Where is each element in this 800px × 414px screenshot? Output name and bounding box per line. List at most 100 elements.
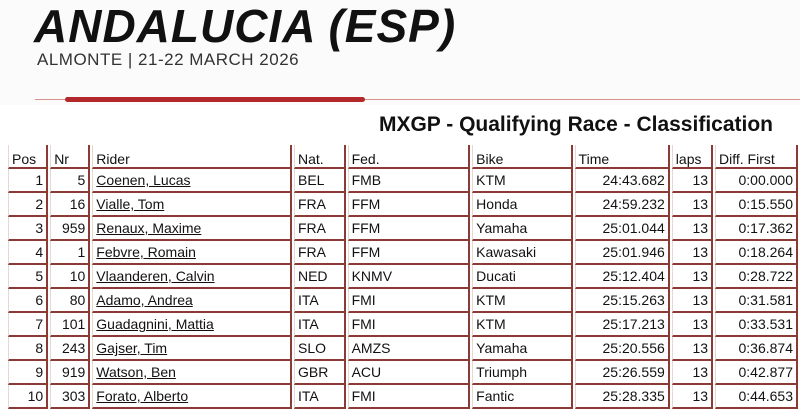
table-row: 8 243 Gajser, Tim SLO AMZS Yamaha 25:20.556 13 0… [8,337,798,361]
rider-link[interactable]: Gajser, Tim [96,340,168,356]
cell-diff-first: 0:18.264 [715,241,798,265]
cell-diff-first: 0:44.653 [715,385,798,409]
rider-link[interactable]: Watson, Ben [96,364,176,380]
cell-nr: 5 [50,169,91,193]
cell-bike: KTM [472,169,573,193]
cell-pos: 5 [8,265,49,289]
table-row: 9 919 Watson, Ben GBR ACU Triumph 25:26.559 13 0… [8,361,798,385]
cell-fed: FFM [347,241,471,265]
cell-diff-first: 0:31.581 [715,289,798,313]
cell-nat: ITA [293,289,346,313]
cell-laps: 13 [671,217,714,241]
table-row: 2 16 Vialle, Tom FRA FFM Honda 24:59.232 13 0:15… [8,193,798,217]
cell-nr: 303 [50,385,91,409]
cell-laps: 13 [671,313,714,337]
event-title: ANDALUCIA (ESP) [34,0,457,52]
rider-link[interactable]: Coenen, Lucas [96,172,191,188]
table-header-row: Pos Nr Rider Nat. Fed. Bike Time laps Diff. Firs… [8,145,798,169]
event-banner: ANDALUCIA (ESP) ALMONTE | 21-22 MARCH 20… [0,0,800,105]
cell-fed: FMB [347,169,471,193]
cell-fed: ACU [347,361,471,385]
cell-fed: KNMV [347,265,471,289]
cell-rider: Coenen, Lucas [92,169,292,193]
cell-fed: FMI [347,313,471,337]
cell-nr: 16 [50,193,91,217]
cell-diff-first: 0:33.531 [715,313,798,337]
cell-bike: Kawasaki [472,241,573,265]
cell-laps: 13 [671,289,714,313]
column-header: Pos [8,145,49,169]
event-subtitle: ALMONTE | 21-22 MARCH 2026 [37,50,300,69]
cell-pos: 1 [8,169,49,193]
cell-nat: FRA [293,217,346,241]
cell-nat: SLO [293,337,346,361]
cell-rider: Adamo, Andrea [92,289,292,313]
rider-link[interactable]: Guadagnini, Mattia [96,316,214,332]
cell-time: 25:20.556 [574,337,670,361]
cell-bike: Triumph [472,361,573,385]
rider-link[interactable]: Vlaanderen, Calvin [96,268,215,284]
page-title: MXGP - Qualifying Race - Classification [378,113,773,136]
cell-laps: 13 [671,241,714,265]
cell-pos: 7 [8,313,49,337]
cell-rider: Renaux, Maxime [92,217,292,241]
cell-diff-first: 0:00.000 [715,169,798,193]
cell-nat: FRA [293,193,346,217]
cell-rider: Watson, Ben [92,361,292,385]
cell-nat: NED [293,265,346,289]
cell-nr: 1 [50,241,91,265]
cell-nr: 80 [50,289,91,313]
rider-link[interactable]: Forato, Alberto [96,388,189,404]
cell-bike: Fantic [472,385,573,409]
cell-fed: FMI [347,385,471,409]
cell-fed: FMI [347,289,471,313]
table-row: 6 80 Adamo, Andrea ITA FMI KTM 25:15.263 13 0:31… [8,289,798,313]
cell-time: 24:59.232 [574,193,670,217]
cell-pos: 2 [8,193,49,217]
rider-link[interactable]: Renaux, Maxime [96,220,202,236]
table-row: 7 101 Guadagnini, Mattia ITA FMI KTM 25:17.213… [8,313,798,337]
cell-laps: 13 [671,169,714,193]
cell-pos: 8 [8,337,49,361]
column-header: Time [574,145,670,169]
column-header: Bike [472,145,573,169]
cell-fed: AMZS [347,337,471,361]
cell-nr: 10 [50,265,91,289]
column-header: Nr [50,145,91,169]
cell-nat: ITA [293,313,346,337]
rider-link[interactable]: Vialle, Tom [96,196,165,212]
cell-rider: Febvre, Romain [92,241,292,265]
cell-bike: Honda [472,193,573,217]
cell-time: 24:43.682 [574,169,670,193]
cell-nat: BEL [293,169,346,193]
cell-rider: Vlaanderen, Calvin [92,265,292,289]
classification-table: Pos Nr Rider Nat. Fed. Bike Time laps Diff. Firs… [6,145,800,409]
table-row: 1 5 Coenen, Lucas BEL FMB KTM 24:43.682 13 0:00.… [8,169,798,193]
column-header: laps [671,145,714,169]
cell-time: 25:12.404 [574,265,670,289]
cell-diff-first: 0:17.362 [715,217,798,241]
column-header: Nat. [293,145,346,169]
table-row: 3 959 Renaux, Maxime FRA FFM Yamaha 25:01.044 1… [8,217,798,241]
cell-pos: 3 [8,217,49,241]
cell-pos: 9 [8,361,49,385]
table-row: 5 10 Vlaanderen, Calvin NED KNMV Ducati 25:12.… [8,265,798,289]
column-header: Rider [92,145,292,169]
rider-link[interactable]: Febvre, Romain [96,244,196,260]
rider-link[interactable]: Adamo, Andrea [96,292,193,308]
cell-rider: Vialle, Tom [92,193,292,217]
cell-bike: Yamaha [472,217,573,241]
column-header: Fed. [347,145,471,169]
cell-time: 25:17.213 [574,313,670,337]
cell-fed: FFM [347,217,471,241]
cell-laps: 13 [671,361,714,385]
cell-diff-first: 0:28.722 [715,265,798,289]
cell-laps: 13 [671,337,714,361]
cell-nat: ITA [293,385,346,409]
cell-rider: Guadagnini, Mattia [92,313,292,337]
cell-nr: 243 [50,337,91,361]
table-row: 10 303 Forato, Alberto ITA FMI Fantic 25:28.33… [8,385,798,409]
cell-pos: 6 [8,289,49,313]
column-header: Diff. First [715,145,798,169]
cell-rider: Gajser, Tim [92,337,292,361]
